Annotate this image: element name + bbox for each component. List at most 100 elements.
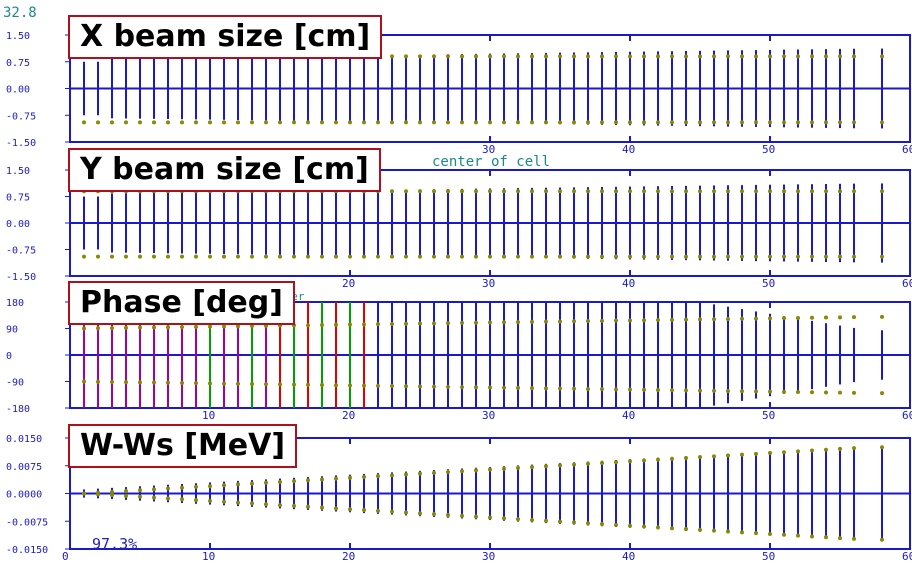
envelope-point [432, 254, 436, 259]
envelope-point [404, 189, 408, 194]
y-tick-label: 0.00 [6, 219, 30, 230]
envelope-point [82, 491, 86, 496]
envelope-point [418, 120, 422, 125]
envelope-point [614, 254, 618, 259]
x-tick-label: 60 [902, 277, 912, 290]
envelope-point [656, 457, 660, 462]
envelope-point [460, 120, 464, 125]
envelope-point [544, 54, 548, 59]
envelope-point [586, 120, 590, 125]
envelope-point [796, 390, 800, 395]
envelope-point [138, 494, 142, 499]
envelope-point [138, 325, 142, 330]
envelope-point [404, 384, 408, 389]
x-tick-label: 10 [202, 409, 215, 422]
envelope-point [628, 387, 632, 392]
y-tick-label: -0.75 [6, 111, 36, 122]
envelope-point [488, 189, 492, 194]
envelope-point [614, 120, 618, 125]
envelope-point [250, 324, 254, 329]
x-tick-label: 40 [622, 550, 635, 563]
envelope-point [124, 325, 128, 330]
envelope-point [530, 189, 534, 194]
envelope-point [348, 383, 352, 388]
envelope-point [838, 536, 842, 541]
envelope-point [768, 120, 772, 125]
envelope-point [642, 54, 646, 59]
envelope-point [376, 254, 380, 259]
envelope-point [880, 537, 884, 542]
envelope-point [600, 254, 604, 259]
envelope-point [670, 456, 674, 461]
envelope-point [418, 54, 422, 59]
envelope-point [460, 54, 464, 59]
envelope-point [558, 386, 562, 391]
y-tick-label: -1.50 [6, 272, 36, 283]
envelope-point [488, 515, 492, 520]
envelope-point [362, 508, 366, 513]
transmission-label: 97.3% [92, 535, 138, 553]
envelope-point [180, 485, 184, 490]
y-tick-label: -0.75 [6, 246, 36, 257]
envelope-point [586, 386, 590, 391]
envelope-point [82, 326, 86, 331]
envelope-point [558, 254, 562, 259]
envelope-point [782, 254, 786, 259]
envelope-point [740, 120, 744, 125]
envelope-point [572, 386, 576, 391]
envelope-point [208, 484, 212, 489]
envelope-point [684, 54, 688, 59]
chart-title-x: X beam size [cm] [68, 15, 383, 59]
envelope-point [320, 505, 324, 510]
envelope-point [796, 533, 800, 538]
envelope-point [404, 254, 408, 259]
envelope-point [390, 321, 394, 326]
envelope-point [572, 189, 576, 194]
envelope-point [698, 54, 702, 59]
envelope-point [796, 54, 800, 59]
envelope-point [404, 120, 408, 125]
envelope-point [600, 460, 604, 465]
envelope-point [642, 254, 646, 259]
envelope-point [656, 189, 660, 194]
envelope-point [544, 386, 548, 391]
envelope-point [754, 254, 758, 259]
x-tick-label: 40 [622, 409, 635, 422]
envelope-point [502, 516, 506, 521]
envelope-point [642, 458, 646, 463]
y-tick-label: 0 [6, 351, 12, 362]
envelope-point [684, 455, 688, 460]
envelope-point [446, 321, 450, 326]
envelope-point [614, 54, 618, 59]
envelope-point [488, 467, 492, 472]
x-tick-label: 30 [482, 409, 495, 422]
envelope-point [460, 513, 464, 518]
envelope-point [180, 497, 184, 502]
envelope-point [670, 317, 674, 322]
y-tick-label: 0.75 [6, 193, 30, 204]
envelope-point [852, 54, 856, 59]
envelope-point [600, 189, 604, 194]
envelope-point [96, 379, 100, 384]
envelope-point [586, 461, 590, 466]
envelope-point [614, 189, 618, 194]
envelope-point [768, 254, 772, 259]
envelope-point [194, 381, 198, 386]
envelope-point [768, 54, 772, 59]
envelope-point [880, 254, 884, 259]
envelope-point [432, 189, 436, 194]
envelope-point [474, 468, 478, 473]
envelope-point [292, 254, 296, 259]
envelope-point [726, 120, 730, 125]
envelope-point [264, 502, 268, 507]
envelope-point [236, 500, 240, 505]
envelope-point [586, 319, 590, 324]
x-tick-label: 50 [762, 550, 775, 563]
envelope-point [124, 380, 128, 385]
envelope-point [488, 120, 492, 125]
envelope-point [278, 382, 282, 387]
envelope-point [544, 464, 548, 469]
envelope-point [628, 120, 632, 125]
envelope-point [642, 387, 646, 392]
envelope-point [782, 450, 786, 455]
